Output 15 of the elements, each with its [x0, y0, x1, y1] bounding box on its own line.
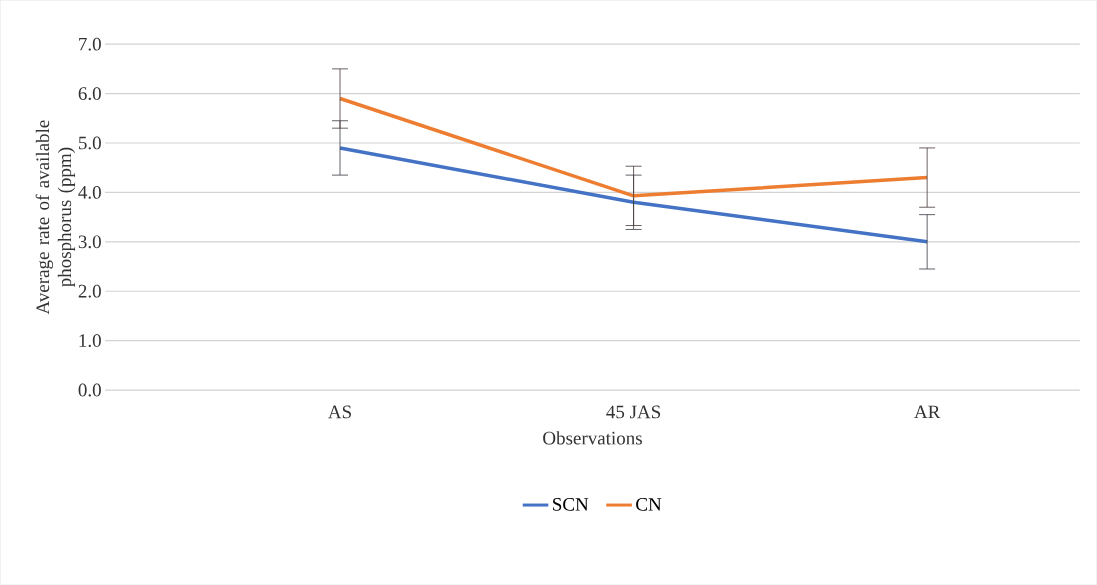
legend-label: SCN	[553, 497, 589, 511]
y-tick-label: 2.0	[78, 284, 101, 298]
legend-label: CN	[636, 497, 662, 511]
y-tick-label: 7.0	[79, 37, 101, 51]
y-tick-label: 6.0	[78, 87, 101, 100]
x-axis-title: Observations	[543, 431, 642, 445]
y-tick-label: 5.0	[79, 136, 101, 150]
y-tick-label: 4.0	[78, 185, 101, 199]
y-tick-label: 1.0	[79, 334, 101, 348]
y-tick-label: 0.0	[78, 383, 101, 397]
x-tick-label: AR	[914, 405, 941, 419]
y-axis-title: Average rate of available phosphorus (ppm)	[35, 120, 76, 315]
y-tick-label: 3.0	[78, 235, 101, 249]
x-tick-label: AS	[328, 405, 351, 419]
x-tick-label: 45 JAS	[606, 405, 661, 419]
